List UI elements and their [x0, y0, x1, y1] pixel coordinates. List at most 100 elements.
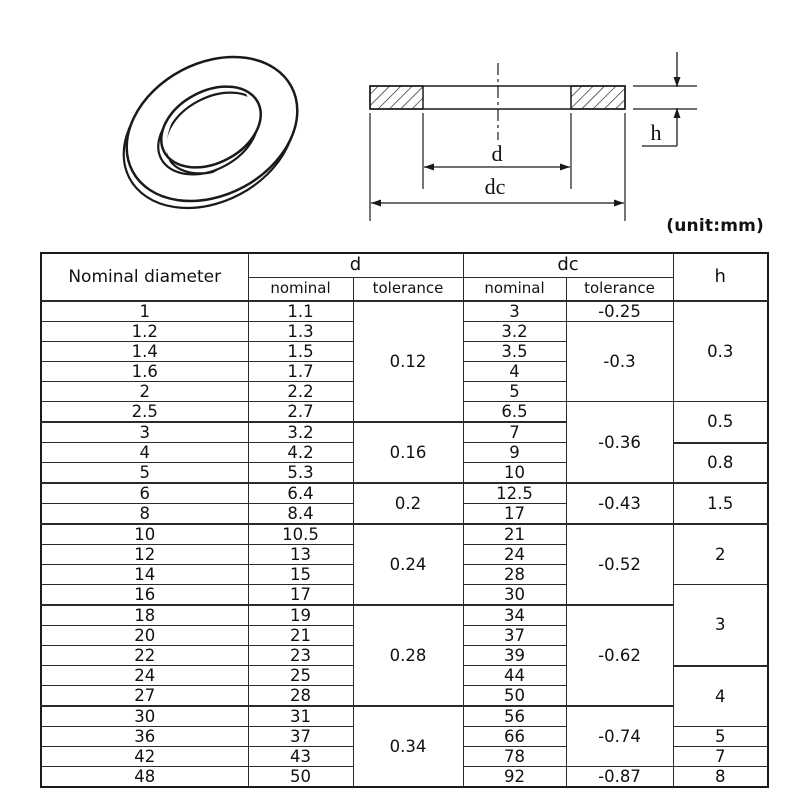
table-row: 18 19 0.28 34 -0.62 [40, 604, 768, 707]
h-cell: 2 [672, 523, 769, 585]
extension-lines [369, 85, 697, 221]
arrowhead-down-icon [673, 77, 681, 87]
h-cell: 4 [672, 665, 769, 727]
table-row: 16 17 30 3 [40, 584, 769, 667]
dc-nominal-cell: 34 [462, 604, 567, 626]
table-row: 12 13 24 [40, 544, 768, 565]
header-dc-nominal: nominal [462, 276, 567, 302]
d-nominal-cell: 21 [247, 625, 354, 646]
d-nominal-cell: 37 [247, 726, 354, 747]
arrowhead-right-icon [560, 163, 570, 171]
table-row: 2 2.2 5 [40, 381, 768, 402]
dc-nominal-cell: 4 [462, 361, 567, 382]
header-d-nominal: nominal [247, 276, 354, 302]
table-header-row: Nominal diameter d dc h [40, 252, 769, 302]
d-nominal-cell: 19 [247, 604, 354, 626]
h-cell: 0.5 [672, 401, 769, 444]
dimension-line-dc [371, 199, 624, 207]
table-row: 2.5 2.7 6.5 -0.36 0.5 [40, 401, 769, 484]
table-subheader-row: nominal tolerance nominal tolerance [41, 276, 768, 302]
dc-nominal-cell: 7 [462, 421, 567, 443]
d-tolerance-cell: 0.16 [352, 421, 464, 484]
dc-nominal-cell: 6.5 [462, 401, 567, 423]
d-nominal-cell: 43 [247, 746, 354, 767]
d-nominal-cell: 13 [247, 544, 354, 565]
dc-nominal-cell: 50 [462, 685, 567, 707]
d-nominal-cell: 23 [247, 645, 354, 666]
dimension-line-h [642, 52, 681, 147]
nominal-diameter-cell: 1.2 [40, 321, 249, 342]
arrowhead-left-icon [371, 199, 381, 207]
nominal-diameter-cell: 22 [40, 645, 249, 666]
dc-tolerance-cell: -0.62 [565, 604, 674, 707]
nominal-diameter-cell: 2 [40, 381, 249, 402]
h-cell: 3 [672, 584, 769, 667]
dc-nominal-cell: 3 [462, 300, 567, 322]
dc-tolerance-cell: -0.43 [565, 482, 674, 525]
d-nominal-cell: 2.7 [247, 401, 354, 423]
table-row: 8 8.4 17 [40, 503, 768, 525]
table-row: 5 5.3 10 [40, 462, 768, 484]
dc-tolerance-cell: -0.74 [565, 705, 674, 767]
nominal-diameter-cell: 24 [40, 665, 249, 686]
dc-tolerance-cell: -0.25 [565, 300, 674, 322]
table-row: 1.2 1.3 3.2 -0.3 [40, 321, 768, 402]
dc-nominal-cell: 5 [462, 381, 567, 402]
dc-nominal-cell: 3.5 [462, 341, 567, 362]
hatch-right [570, 85, 626, 110]
header-d: d [247, 252, 464, 278]
d-nominal-cell: 31 [247, 705, 354, 727]
nominal-diameter-cell: 20 [40, 625, 249, 646]
dc-nominal-cell: 39 [462, 645, 567, 666]
d-tolerance-cell: 0.2 [352, 482, 464, 525]
dc-nominal-cell: 17 [462, 503, 567, 525]
spec-table: Nominal diameter d dc h nominal toleranc… [40, 252, 770, 788]
nominal-diameter-cell: 10 [40, 523, 249, 545]
table-row: 10 10.5 0.24 21 -0.52 2 [40, 523, 769, 606]
arrowhead-up-icon [673, 108, 681, 118]
table-row: 48 50 92 -0.87 8 [40, 766, 769, 788]
h-cell: 5 [672, 726, 769, 747]
d-nominal-cell: 4.2 [247, 442, 354, 463]
nominal-diameter-cell: 1 [40, 300, 249, 322]
nominal-diameter-cell: 48 [40, 766, 249, 788]
technical-diagrams: d dc h [122, 52, 697, 221]
d-nominal-cell: 5.3 [247, 462, 354, 484]
nominal-diameter-cell: 1.6 [40, 361, 249, 382]
header-d-tolerance: tolerance [352, 276, 464, 302]
dc-nominal-cell: 3.2 [462, 321, 567, 342]
arrowhead-left-icon [424, 163, 434, 171]
nominal-diameter-cell: 30 [40, 705, 249, 727]
h-cell: 8 [672, 766, 769, 788]
d-nominal-cell: 25 [247, 665, 354, 686]
table-row: 4 4.2 9 0.8 [40, 442, 769, 484]
dim-label-h: h [651, 120, 662, 145]
dc-nominal-cell: 78 [462, 746, 567, 767]
nominal-diameter-cell: 16 [40, 584, 249, 606]
d-nominal-cell: 28 [247, 685, 354, 707]
dc-nominal-cell: 66 [462, 726, 567, 747]
table-row: 6 6.4 0.2 12.5 -0.43 1.5 [40, 482, 769, 525]
arrowhead-right-icon [614, 199, 624, 207]
d-tolerance-cell: 0.34 [352, 705, 464, 788]
table-row: 3 3.2 0.16 7 [40, 421, 768, 484]
dimension-line-d [424, 163, 570, 171]
d-nominal-cell: 1.3 [247, 321, 354, 342]
d-nominal-cell: 17 [247, 584, 354, 606]
d-nominal-cell: 8.4 [247, 503, 354, 525]
h-cell: 7 [672, 746, 769, 767]
dc-nominal-cell: 92 [462, 766, 567, 788]
dc-nominal-cell: 56 [462, 705, 567, 727]
nominal-diameter-cell: 5 [40, 462, 249, 484]
h-cell: 0.3 [672, 300, 769, 402]
nominal-diameter-cell: 14 [40, 564, 249, 585]
d-nominal-cell: 1.5 [247, 341, 354, 362]
dc-nominal-cell: 44 [462, 665, 567, 686]
washer-cross-section-diagram [369, 52, 697, 221]
d-tolerance-cell: 0.28 [352, 604, 464, 707]
dc-nominal-cell: 30 [462, 584, 567, 606]
table-row: 27 28 50 [40, 685, 768, 707]
dc-tolerance-cell: -0.52 [565, 523, 674, 606]
d-tolerance-cell: 0.24 [352, 523, 464, 606]
header-nominal-diameter: Nominal diameter [40, 252, 249, 302]
